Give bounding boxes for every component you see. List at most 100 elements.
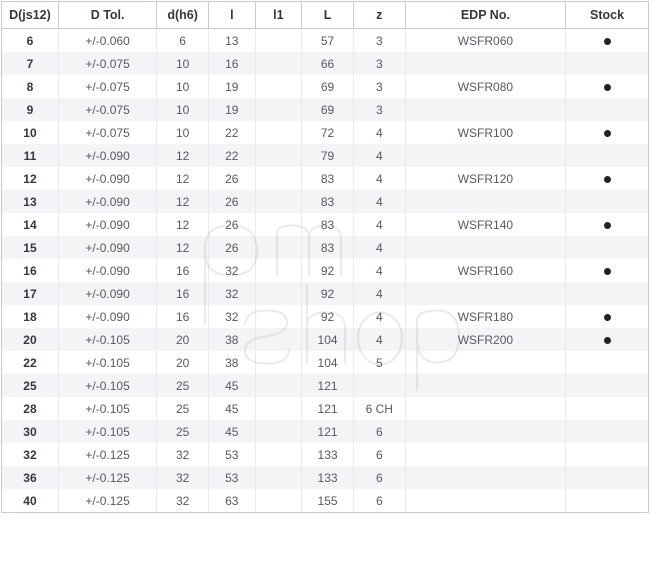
cell bbox=[405, 397, 565, 420]
cell: 38 bbox=[209, 328, 256, 351]
table-row: 17+/-0.0901632924 bbox=[2, 282, 649, 305]
cell: 16 bbox=[2, 259, 59, 282]
cell: 4 bbox=[353, 190, 405, 213]
cell bbox=[566, 328, 649, 351]
cell: 22 bbox=[209, 144, 256, 167]
table-row: 22+/-0.10520381045 bbox=[2, 351, 649, 374]
table-row: 36+/-0.12532531336 bbox=[2, 466, 649, 489]
cell: 12 bbox=[2, 167, 59, 190]
cell: 53 bbox=[209, 443, 256, 466]
cell: 104 bbox=[302, 351, 354, 374]
cell: 6 bbox=[157, 29, 209, 53]
cell bbox=[255, 443, 302, 466]
cell: WSFR200 bbox=[405, 328, 565, 351]
cell: 32 bbox=[2, 443, 59, 466]
cell: 133 bbox=[302, 466, 354, 489]
cell: +/-0.075 bbox=[58, 75, 156, 98]
cell: WSFR080 bbox=[405, 75, 565, 98]
cell bbox=[255, 259, 302, 282]
cell: 11 bbox=[2, 144, 59, 167]
cell: 121 bbox=[302, 374, 354, 397]
cell: +/-0.105 bbox=[58, 397, 156, 420]
table-row: 25+/-0.1052545121 bbox=[2, 374, 649, 397]
cell: 38 bbox=[209, 351, 256, 374]
cell bbox=[255, 489, 302, 513]
cell: 10 bbox=[157, 98, 209, 121]
cell bbox=[566, 75, 649, 98]
stock-dot-icon bbox=[604, 222, 611, 229]
cell: 18 bbox=[2, 305, 59, 328]
table-row: 10+/-0.0751022724WSFR100 bbox=[2, 121, 649, 144]
cell: 45 bbox=[209, 420, 256, 443]
table-row: 8+/-0.0751019693WSFR080 bbox=[2, 75, 649, 98]
cell: 4 bbox=[353, 144, 405, 167]
cell: +/-0.090 bbox=[58, 213, 156, 236]
cell bbox=[566, 397, 649, 420]
cell bbox=[353, 374, 405, 397]
cell: 14 bbox=[2, 213, 59, 236]
cell bbox=[405, 351, 565, 374]
cell bbox=[566, 282, 649, 305]
cell: 3 bbox=[353, 52, 405, 75]
cell: 30 bbox=[2, 420, 59, 443]
cell: 17 bbox=[2, 282, 59, 305]
cell: 6 CH bbox=[353, 397, 405, 420]
table-row: 15+/-0.0901226834 bbox=[2, 236, 649, 259]
cell: 63 bbox=[209, 489, 256, 513]
cell: 4 bbox=[353, 328, 405, 351]
col-header-2: d(h6) bbox=[157, 2, 209, 29]
cell: 26 bbox=[209, 167, 256, 190]
cell bbox=[566, 420, 649, 443]
cell: 92 bbox=[302, 305, 354, 328]
spec-table: D(js12)D Tol.d(h6)ll1LzEDP No.Stock 6+/-… bbox=[1, 1, 649, 513]
cell: 3 bbox=[353, 29, 405, 53]
header-row: D(js12)D Tol.d(h6)ll1LzEDP No.Stock bbox=[2, 2, 649, 29]
cell: 83 bbox=[302, 167, 354, 190]
cell: +/-0.105 bbox=[58, 420, 156, 443]
cell: 83 bbox=[302, 236, 354, 259]
cell: 32 bbox=[209, 305, 256, 328]
table-row: 16+/-0.0901632924WSFR160 bbox=[2, 259, 649, 282]
cell: WSFR100 bbox=[405, 121, 565, 144]
cell bbox=[566, 466, 649, 489]
cell: +/-0.090 bbox=[58, 282, 156, 305]
cell bbox=[566, 236, 649, 259]
table-row: 9+/-0.0751019693 bbox=[2, 98, 649, 121]
cell: 4 bbox=[353, 282, 405, 305]
cell: +/-0.090 bbox=[58, 305, 156, 328]
table-row: 13+/-0.0901226834 bbox=[2, 190, 649, 213]
cell bbox=[566, 351, 649, 374]
cell: 4 bbox=[353, 213, 405, 236]
cell: 32 bbox=[157, 489, 209, 513]
cell: 4 bbox=[353, 305, 405, 328]
cell: 13 bbox=[209, 29, 256, 53]
cell bbox=[255, 328, 302, 351]
cell: 25 bbox=[157, 397, 209, 420]
stock-dot-icon bbox=[604, 314, 611, 321]
cell bbox=[405, 236, 565, 259]
cell: 69 bbox=[302, 75, 354, 98]
cell bbox=[566, 213, 649, 236]
cell: +/-0.105 bbox=[58, 351, 156, 374]
cell bbox=[566, 144, 649, 167]
cell: 4 bbox=[353, 167, 405, 190]
cell: 104 bbox=[302, 328, 354, 351]
cell: 155 bbox=[302, 489, 354, 513]
cell: 12 bbox=[157, 190, 209, 213]
table-row: 20+/-0.10520381044WSFR200 bbox=[2, 328, 649, 351]
cell: 12 bbox=[157, 213, 209, 236]
cell: +/-0.075 bbox=[58, 52, 156, 75]
table-row: 18+/-0.0901632924WSFR180 bbox=[2, 305, 649, 328]
cell: 6 bbox=[353, 443, 405, 466]
cell: +/-0.125 bbox=[58, 466, 156, 489]
cell: 10 bbox=[2, 121, 59, 144]
cell: 79 bbox=[302, 144, 354, 167]
cell bbox=[405, 443, 565, 466]
cell: 133 bbox=[302, 443, 354, 466]
cell: 92 bbox=[302, 259, 354, 282]
cell: WSFR140 bbox=[405, 213, 565, 236]
cell: 12 bbox=[157, 167, 209, 190]
col-header-5: L bbox=[302, 2, 354, 29]
cell bbox=[255, 466, 302, 489]
cell: +/-0.105 bbox=[58, 374, 156, 397]
